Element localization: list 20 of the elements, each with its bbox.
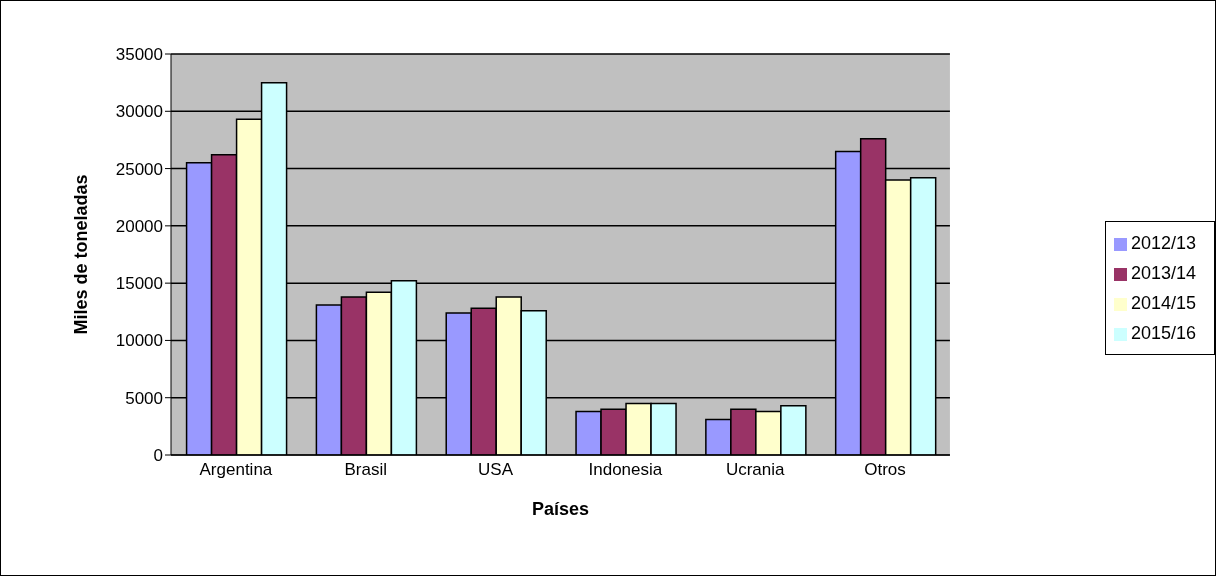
- x-tick-label: Indonesia: [588, 460, 663, 480]
- y-tick-label: 35000: [115, 45, 163, 65]
- y-tick-label: 0: [153, 446, 163, 466]
- x-tick-label: Brasil: [344, 460, 387, 480]
- y-axis-title: Miles de toneladas: [71, 174, 92, 335]
- legend-label: 2014/15: [1130, 293, 1196, 313]
- x-tick-label: Otros: [864, 460, 906, 480]
- x-axis-title: Países: [531, 499, 589, 519]
- y-tick-label: 20000: [115, 216, 163, 236]
- legend-label: 2015/16: [1130, 323, 1196, 343]
- legend-label: 2013/14: [1130, 263, 1196, 283]
- y-tick-label: 15000: [115, 274, 163, 294]
- legend-label: 2012/13: [1130, 233, 1196, 253]
- x-tick-label: Argentina: [199, 460, 273, 480]
- y-tick-label: 30000: [115, 102, 163, 122]
- y-tick-label: 25000: [115, 159, 163, 179]
- x-tick-label: Ucrania: [725, 460, 786, 480]
- x-tick-label: USA: [478, 460, 514, 480]
- y-tick-label: 10000: [115, 331, 163, 351]
- y-tick-label: 5000: [125, 388, 163, 408]
